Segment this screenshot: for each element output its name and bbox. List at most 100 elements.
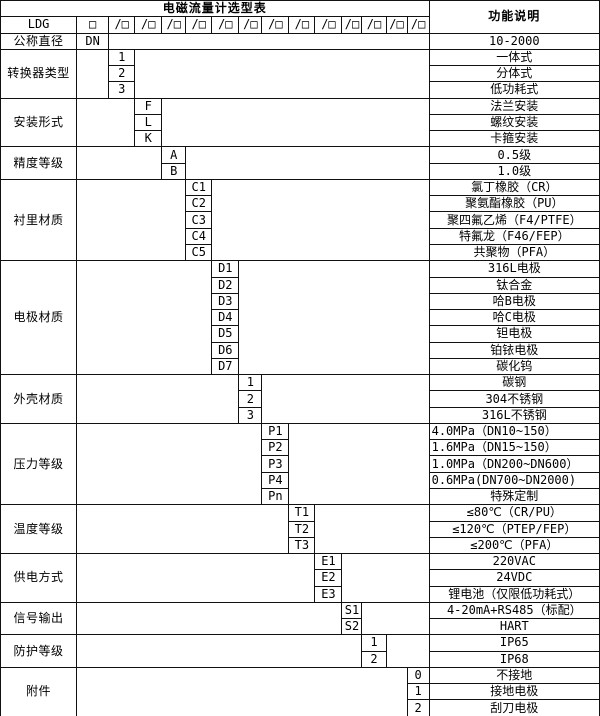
option-code: D3 — [211, 292, 240, 311]
spacer-cell — [361, 601, 430, 636]
spacer-cell — [76, 260, 213, 376]
option-code: D1 — [211, 260, 240, 278]
option-description: 聚四氟乙烯（F4/PTFE） — [428, 211, 600, 229]
category-row: 公称直径 DN 10-2000 — [0, 32, 600, 50]
option-code: C5 — [185, 243, 213, 262]
option-description: 4-20mA+RS485（标配） — [428, 601, 600, 620]
option-code: P4 — [261, 471, 290, 489]
option-code: C3 — [185, 211, 213, 229]
spacer-cell — [134, 48, 430, 99]
spacer-cell — [76, 48, 110, 99]
option-description: 4.0MPa（DN10~150） — [428, 422, 600, 441]
option-code: B — [161, 162, 187, 180]
category-row: 供电方式 E1 220VAC — [0, 553, 600, 603]
option-code: F — [134, 97, 163, 115]
category-label: 转换器类型 — [0, 48, 78, 99]
option-code: 2 — [406, 699, 430, 716]
option-description: 1.0MPa（DN200~DN600） — [428, 455, 600, 473]
category-label: 衬里材质 — [0, 178, 78, 262]
option-code: E2 — [314, 569, 343, 587]
model-slot: /□ — [211, 16, 240, 34]
option-description: IP68 — [428, 650, 600, 668]
option-code: 3 — [238, 406, 263, 424]
option-code: T1 — [288, 504, 316, 522]
option-description: 铂铱电极 — [428, 341, 600, 359]
option-description: 0.6MPa(DN700~DN2000) — [428, 471, 600, 489]
option-code: D4 — [211, 309, 240, 327]
spacer-cell — [385, 634, 430, 668]
option-description: 共聚物（PFA） — [428, 243, 600, 262]
category-row: 信号输出 S1 4-20mA+RS485（标配） — [0, 601, 600, 636]
model-slot: /□ — [108, 16, 136, 34]
option-description: 一体式 — [428, 48, 600, 67]
spacer-cell — [314, 504, 430, 555]
option-code: T3 — [288, 536, 316, 555]
option-code: D6 — [211, 341, 240, 359]
option-code: K — [134, 130, 163, 148]
spacer-cell — [76, 374, 240, 424]
option-code: 1 — [238, 374, 263, 392]
table-title: 电磁流量计选型表 — [0, 0, 430, 18]
category-label: 供电方式 — [0, 553, 78, 603]
category-row: 外壳材质 1 碳钢 — [0, 374, 600, 424]
option-code: 1 — [108, 48, 136, 67]
category-label: 外壳材质 — [0, 374, 78, 424]
option-description: 氯丁橡胶（CR） — [428, 178, 600, 197]
option-description: 1.0级 — [428, 162, 600, 180]
spacer-cell — [76, 97, 136, 148]
option-description: 1.6MPa（DN15~150） — [428, 439, 600, 457]
category-row: 精度等级 A 0.5级 — [0, 146, 600, 180]
spacer-cell — [76, 634, 363, 668]
spacer-cell — [185, 146, 430, 180]
option-code: Pn — [261, 487, 290, 506]
option-code: A — [161, 146, 187, 164]
spacer-cell — [76, 146, 163, 180]
model-slot: /□ — [361, 16, 387, 34]
model-slot: /□ — [161, 16, 187, 34]
option-code: 2 — [238, 390, 263, 408]
model-slot: /□ — [185, 16, 213, 34]
category-label: 防护等级 — [0, 634, 78, 668]
option-code: C4 — [185, 227, 213, 245]
model-slot: □ — [76, 16, 110, 34]
option-description: IP65 — [428, 634, 600, 652]
spacer-cell — [76, 553, 316, 603]
spacer-cell — [261, 374, 430, 424]
option-code: 0 — [406, 666, 430, 685]
model-slot: /□ — [261, 16, 290, 34]
option-code: D5 — [211, 325, 240, 343]
option-description: 不接地 — [428, 666, 600, 685]
spacer-cell — [108, 32, 430, 50]
option-code: D7 — [211, 357, 240, 376]
spacer-cell — [288, 422, 430, 506]
option-code: P1 — [261, 422, 290, 441]
category-label: 公称直径 — [0, 32, 78, 50]
category-label: 温度等级 — [0, 504, 78, 555]
option-description: 螺纹安装 — [428, 113, 600, 132]
option-description: 哈B电极 — [428, 292, 600, 311]
option-description: 316L不锈钢 — [428, 406, 600, 424]
model-slot: /□ — [406, 16, 430, 34]
option-description: 0.5级 — [428, 146, 600, 164]
option-code: S2 — [341, 618, 363, 636]
option-description: 特殊定制 — [428, 487, 600, 506]
spacer-cell — [76, 504, 290, 555]
category-label: 压力等级 — [0, 422, 78, 506]
category-row: 转换器类型 1 一体式 — [0, 48, 600, 99]
option-code: S1 — [341, 601, 363, 620]
option-description: 特氟龙（F46/FEP） — [428, 227, 600, 245]
category-label: 附件 — [0, 666, 78, 716]
option-code: P2 — [261, 439, 290, 457]
option-description: 卡箍安装 — [428, 130, 600, 148]
category-row: 衬里材质 C1 氯丁橡胶（CR） — [0, 178, 600, 262]
category-row: 温度等级 T1 ≤80℃（CR/PU） — [0, 504, 600, 555]
title-row: 电磁流量计选型表 功能说明 — [0, 0, 600, 34]
option-code: E1 — [314, 553, 343, 571]
model-slot: /□ — [288, 16, 316, 34]
category-row: 防护等级 1 IP65 — [0, 634, 600, 668]
model-prefix: LDG — [0, 16, 78, 34]
category-label: 精度等级 — [0, 146, 78, 180]
option-description: 接地电极 — [428, 683, 600, 701]
option-description: ≤80℃（CR/PU） — [428, 504, 600, 522]
